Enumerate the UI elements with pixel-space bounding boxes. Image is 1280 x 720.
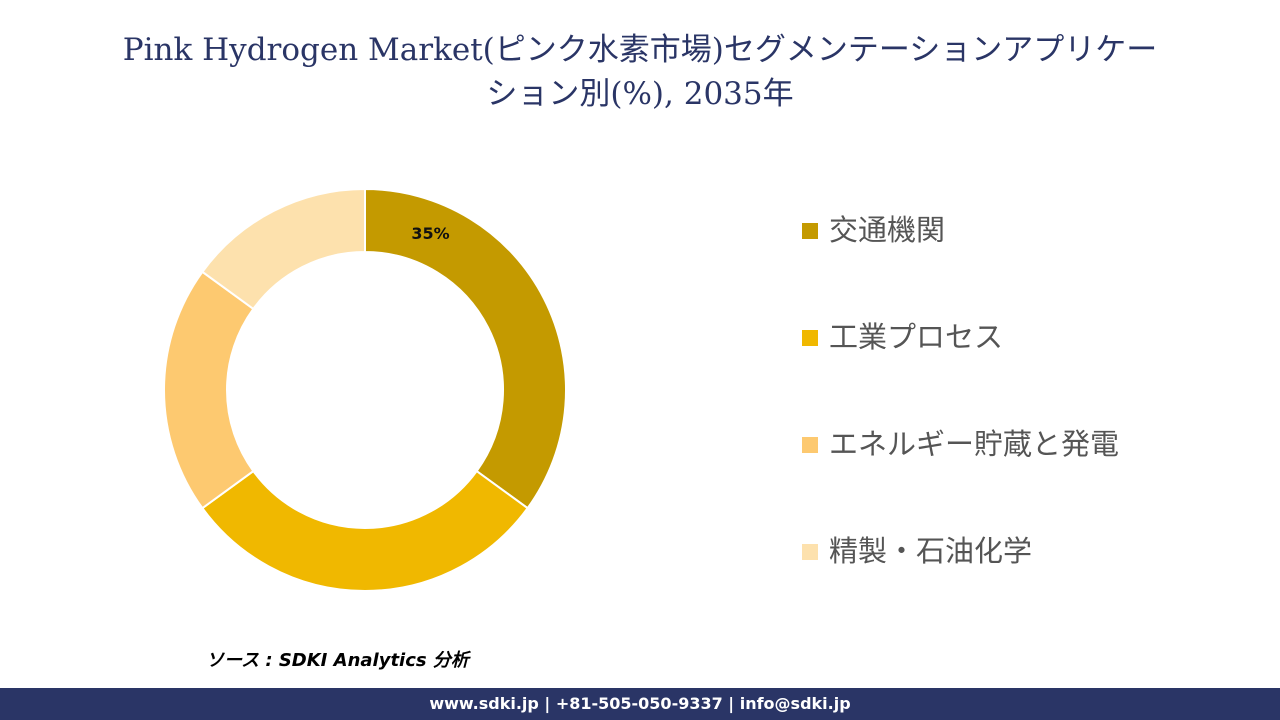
legend-label-1: 交通機関 (829, 213, 946, 247)
legend-item-3: エネルギー貯蔵と発電 (802, 420, 1242, 527)
chart-title-line-1: Pink Hydrogen Market(ピンク水素市場)セグメンテーションアプ… (122, 32, 1158, 68)
footer-contact-bar: www.sdki.jp | +81-505-050-9337 | info@sd… (0, 688, 1280, 720)
data-label-1: 35% (411, 224, 449, 243)
legend-swatch-3 (802, 437, 818, 453)
legend-item-4: 精製・石油化学 (802, 527, 1242, 634)
donut-slice-1 (364, 187, 567, 510)
source-note: ソース : SDKI Analytics 分析 (206, 650, 469, 671)
donut-slice-3 (163, 270, 255, 510)
legend-item-1: 交通機関 (802, 206, 1242, 313)
donut-chart: 35% (163, 187, 567, 592)
legend-label-4: 精製・石油化学 (829, 534, 1033, 568)
legend-label-3: エネルギー貯蔵と発電 (829, 427, 1120, 461)
donut-slice-4 (200, 187, 366, 311)
legend-label-2: 工業プロセス (829, 320, 1004, 354)
legend-swatch-1 (802, 223, 818, 239)
chart-title: Pink Hydrogen Market(ピンク水素市場)セグメンテーションアプ… (0, 28, 1280, 116)
chart-title-line-2: ション別(%), 2035年 (486, 76, 794, 112)
chart-legend: 交通機関工業プロセスエネルギー貯蔵と発電 精製・石油化学 (802, 206, 1242, 634)
donut-slice-2 (200, 469, 530, 592)
legend-swatch-2 (802, 330, 818, 346)
legend-swatch-4 (802, 544, 818, 560)
legend-item-2: 工業プロセス (802, 313, 1242, 420)
